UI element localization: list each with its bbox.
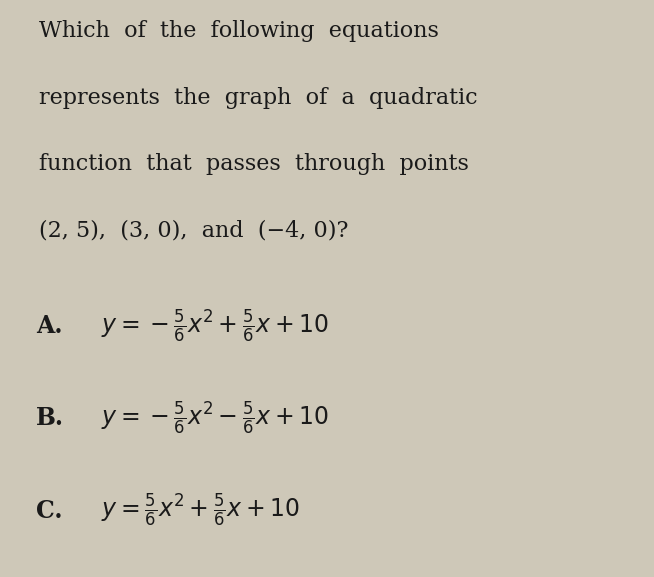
Text: A.: A. <box>36 314 63 338</box>
Text: $y = -\frac{5}{6}x^2 + \frac{5}{6}x + 10$: $y = -\frac{5}{6}x^2 + \frac{5}{6}x + 10… <box>101 308 330 344</box>
Text: represents  the  graph  of  a  quadratic: represents the graph of a quadratic <box>39 87 478 108</box>
Text: (2, 5),  (3, 0),  and  (−4, 0)?: (2, 5), (3, 0), and (−4, 0)? <box>39 219 349 241</box>
Text: C.: C. <box>36 499 63 523</box>
Text: Which  of  the  following  equations: Which of the following equations <box>39 20 439 42</box>
Text: function  that  passes  through  points: function that passes through points <box>39 153 469 175</box>
Text: $y = -\frac{5}{6}x^2 - \frac{5}{6}x + 10$: $y = -\frac{5}{6}x^2 - \frac{5}{6}x + 10… <box>101 400 330 437</box>
Text: B.: B. <box>36 406 64 430</box>
Text: $y = \frac{5}{6}x^2 + \frac{5}{6}x + 10$: $y = \frac{5}{6}x^2 + \frac{5}{6}x + 10$ <box>101 492 301 529</box>
